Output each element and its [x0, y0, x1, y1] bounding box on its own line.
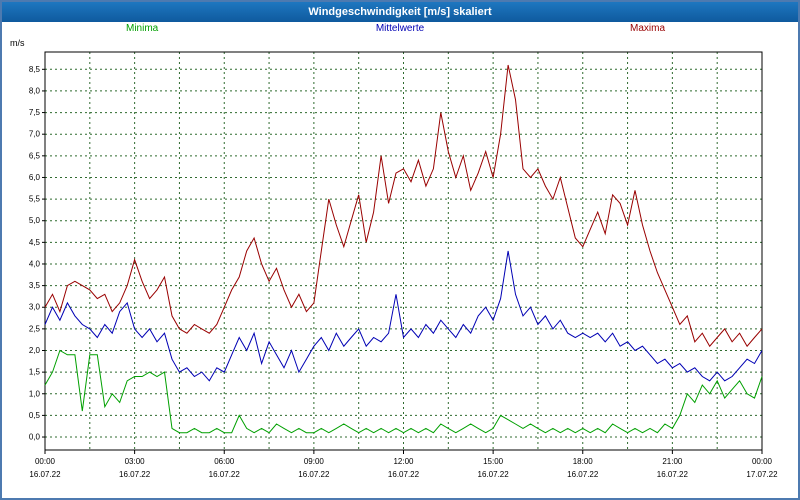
x-axis-date-label: 16.07.22	[567, 470, 599, 479]
series-line-maxima	[44, 64, 763, 348]
y-axis-tick-label: 5,5	[29, 195, 41, 204]
x-axis-date-label: 16.07.22	[657, 470, 689, 479]
title-bar: Windgeschwindigkeit [m/s] skaliert	[2, 2, 798, 22]
x-axis-time-label: 00:00	[752, 457, 773, 466]
y-axis-tick-label: 4,5	[29, 238, 41, 247]
y-axis-tick-label: 6,5	[29, 151, 41, 160]
y-axis-tick-label: 8,0	[29, 86, 41, 95]
x-axis-time-label: 21:00	[662, 457, 683, 466]
series-line-mittelwerte	[44, 250, 763, 382]
window-title: Windgeschwindigkeit [m/s] skaliert	[308, 6, 492, 18]
x-axis-time-label: 15:00	[483, 457, 504, 466]
x-axis-date-label: 16.07.22	[29, 470, 61, 479]
x-axis-date-label: 17.07.22	[746, 470, 778, 479]
y-axis-tick-label: 2,0	[29, 346, 41, 355]
x-axis-date-label: 16.07.22	[478, 470, 510, 479]
wind-speed-chart: m/s 0,0 0,5 1,0 1,5 2,0 2,5 3,0 3,5 4,0 4,5 5,0 5,5 6…	[10, 38, 778, 479]
y-axis-tick-label: 0,0	[29, 433, 41, 442]
plot-border	[44, 51, 763, 451]
legend-mittelwerte-label: Mittelwerte	[375, 23, 425, 34]
x-axis-date-label: 16.07.22	[119, 470, 151, 479]
y-axis-tick-label: 6,0	[29, 173, 41, 182]
legend: Minima Mittelwerte Maxima	[2, 22, 798, 36]
x-axis-date-label: 16.07.22	[298, 470, 330, 479]
x-axis-time-label: 09:00	[304, 457, 325, 466]
y-axis-tick-label: 0,5	[29, 411, 41, 420]
legend-maxima-label: Maxima	[630, 23, 666, 34]
y-axis-tick-label: 3,0	[29, 303, 41, 312]
y-axis-tick-label: 2,5	[29, 324, 41, 333]
y-axis-tick-label: 7,5	[29, 108, 41, 117]
x-axis-date-label: 16.07.22	[209, 470, 241, 479]
x-axis-time-label: 12:00	[393, 457, 414, 466]
x-axis-time-label: 06:00	[214, 457, 235, 466]
y-axis-unit-label: m/s	[10, 38, 25, 48]
y-axis-tick-label: 7,0	[29, 130, 41, 139]
y-axis-tick-label: 1,5	[29, 368, 41, 377]
y-axis-tick-label: 4,0	[29, 259, 41, 268]
y-axis-tick-label: 1,0	[29, 389, 41, 398]
x-axis-time-label: 18:00	[573, 457, 594, 466]
y-axis-tick-label: 8,5	[29, 65, 41, 74]
x-axis-time-label: 00:00	[35, 457, 56, 466]
y-axis-tick-label: 3,5	[29, 281, 41, 290]
y-axis-tick-label: 5,0	[29, 216, 41, 225]
x-axis-time-label: 03:00	[125, 457, 146, 466]
series-line-minima	[44, 349, 763, 434]
legend-minima-label: Minima	[126, 23, 159, 34]
x-axis-date-label: 16.07.22	[388, 470, 420, 479]
